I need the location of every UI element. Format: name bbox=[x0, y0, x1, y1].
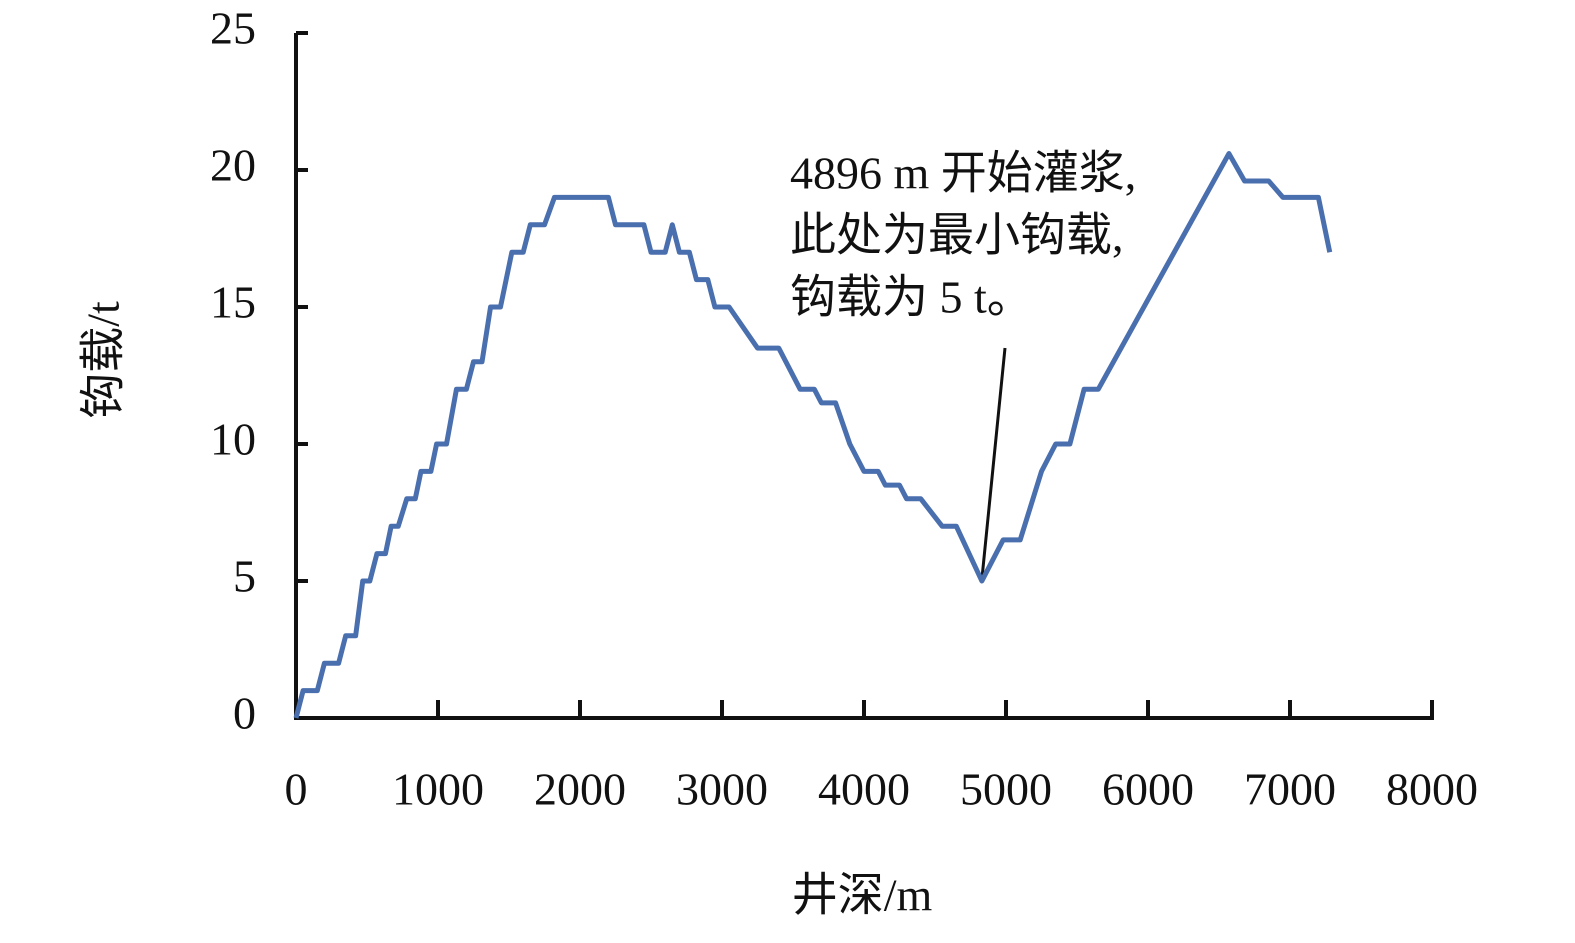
x-tick-label: 6000 bbox=[1102, 764, 1194, 815]
annotation: 此处为最小钩载, bbox=[790, 210, 1124, 261]
x-tick-label: 3000 bbox=[676, 764, 768, 815]
annotation: 4896 m 开始灌浆, bbox=[790, 148, 1136, 199]
x-tick-label: 7000 bbox=[1244, 764, 1336, 815]
y-tick-label: 5 bbox=[233, 551, 256, 602]
y-tick-label: 0 bbox=[233, 688, 256, 739]
x-tick-label: 2000 bbox=[534, 764, 626, 815]
x-tick-label: 8000 bbox=[1386, 764, 1478, 815]
x-tick-label: 4000 bbox=[818, 764, 910, 815]
y-axis-label: 钩载/t bbox=[78, 301, 129, 419]
y-tick-label: 20 bbox=[210, 140, 256, 191]
annotation: 钩载为 5 t。 bbox=[790, 272, 1033, 323]
y-tick-label: 10 bbox=[210, 414, 256, 465]
annotation-pointer bbox=[980, 347, 1007, 579]
x-axis-label: 井深/m bbox=[792, 870, 933, 921]
x-tick-label: 0 bbox=[285, 764, 308, 815]
data-line bbox=[293, 151, 1333, 719]
x-tick-label: 1000 bbox=[392, 764, 484, 815]
x-tick-label: 5000 bbox=[960, 764, 1052, 815]
y-tick-label: 15 bbox=[210, 277, 256, 328]
y-tick-label: 25 bbox=[210, 3, 256, 54]
